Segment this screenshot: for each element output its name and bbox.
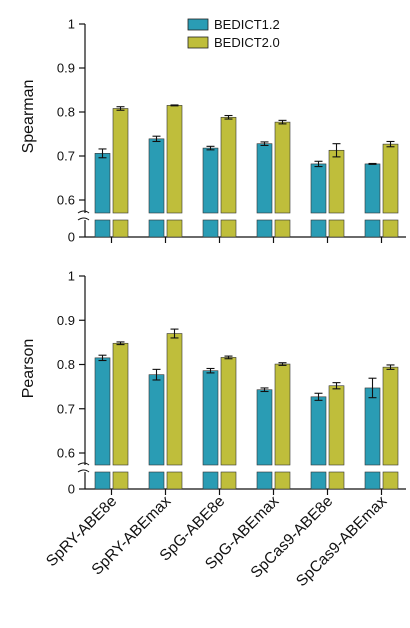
spearman-panel: 0 0.6 0.7 0.8 0.9 1 Spearman [20, 17, 406, 245]
bar [382, 143, 399, 214]
bar [202, 370, 219, 466]
bar-lower [328, 471, 345, 490]
bar-lower [148, 219, 165, 238]
x-tick-label: SpCas9-ABEmax [293, 493, 390, 590]
y-tick-label: 0.6 [57, 193, 75, 208]
bar-lower [310, 219, 327, 238]
bar [256, 389, 273, 466]
y-tick-label: 0.7 [57, 149, 75, 164]
bar [220, 357, 237, 466]
bar-lower [148, 471, 165, 490]
y-tick-label: 0 [68, 230, 75, 245]
bar [328, 385, 345, 466]
bar [364, 163, 381, 214]
bar-lower [112, 219, 129, 238]
bar [148, 374, 165, 466]
y-tick-label: 0.9 [57, 61, 75, 76]
bar-lower [274, 471, 291, 490]
y-axis-label: Pearson [20, 339, 37, 399]
axis-break-mark-bottom [77, 217, 90, 221]
bar-lower [310, 471, 327, 490]
y-tick-label: 0 [68, 482, 75, 497]
x-tick-labels: SpRY-ABE8eSpRY-ABEmaxSpG-ABE8eSpG-ABEmax… [43, 493, 390, 590]
bar-lower [202, 219, 219, 238]
bar [328, 149, 345, 214]
bar [310, 396, 327, 466]
bar-lower [94, 471, 111, 490]
bar-lower [256, 471, 273, 490]
y-tick-label: 0.6 [57, 446, 75, 461]
bar-lower [94, 219, 111, 238]
bar [94, 357, 111, 466]
y-tick-label: 0.7 [57, 401, 75, 416]
bar [220, 116, 237, 214]
bar-lower [166, 219, 183, 238]
bar-lower [382, 471, 399, 490]
bar-lower [166, 471, 183, 490]
y-tick-label: 0.8 [57, 357, 75, 372]
y-tick-label: 1 [68, 17, 75, 32]
y-tick-label: 0.8 [57, 105, 75, 120]
bar-lower [256, 219, 273, 238]
bar [112, 342, 129, 466]
bar-lower [274, 219, 291, 238]
bar [274, 363, 291, 466]
bar [166, 333, 183, 466]
bar-lower [382, 219, 399, 238]
axis-break-mark-top [77, 210, 90, 214]
axis-break-mark-bottom [77, 469, 90, 473]
bar [112, 108, 129, 214]
bar-lower [220, 471, 237, 490]
legend: BEDICT1.2 BEDICT2.0 [187, 17, 280, 50]
bar [364, 387, 381, 466]
legend-label-bedict20: BEDICT2.0 [214, 35, 280, 50]
legend-swatch-bedict12 [187, 18, 209, 31]
legend-swatch-bedict20 [187, 36, 209, 49]
legend-label-bedict12: BEDICT1.2 [214, 17, 280, 32]
bar [382, 366, 399, 466]
y-tick-label: 1 [68, 269, 75, 284]
axis-break-mark-top [77, 462, 90, 466]
bar [202, 147, 219, 214]
y-tick-label: 0.9 [57, 313, 75, 328]
bar-lower [364, 471, 381, 490]
bar [274, 121, 291, 214]
bar [166, 105, 183, 214]
y-axis-label: Spearman [20, 80, 37, 154]
bar [148, 138, 165, 214]
bar-lower [202, 471, 219, 490]
bar-lower [112, 471, 129, 490]
bar [94, 153, 111, 214]
bar [310, 163, 327, 214]
pearson-panel: 0 0.6 0.7 0.8 0.9 1 Pearson [20, 269, 406, 497]
bar-lower [328, 219, 345, 238]
bar-lower [220, 219, 237, 238]
bar [256, 143, 273, 214]
bar-lower [364, 219, 381, 238]
